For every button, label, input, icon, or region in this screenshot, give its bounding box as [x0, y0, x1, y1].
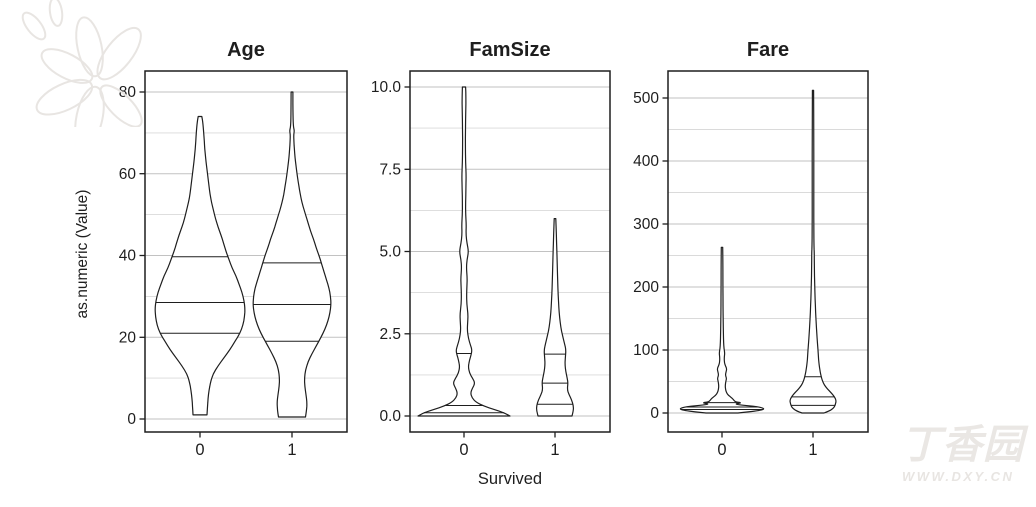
x-tick-label: 1 [808, 441, 817, 459]
y-axis-title: as.numeric (Value) [74, 189, 91, 319]
panel-border [667, 70, 869, 433]
y-tick-label: 10.0 [371, 79, 402, 96]
watermark-logo-text: 丁香园 [901, 423, 1024, 467]
facet-title-age: Age [227, 39, 265, 61]
x-tick-label: 0 [195, 441, 204, 459]
y-tick-label: 80 [119, 84, 137, 101]
y-tick-label: 7.5 [379, 161, 401, 178]
y-tick-label: 300 [633, 216, 659, 233]
x-tick-label: 0 [459, 441, 468, 459]
y-tick-label: 0 [127, 411, 136, 428]
y-tick-label: 40 [119, 248, 137, 265]
facet-title-famsize: FamSize [469, 39, 551, 61]
violin-outline-age-0 [154, 115, 246, 416]
y-tick-label: 200 [633, 279, 659, 296]
violin-outline-age-1 [252, 91, 332, 418]
y-tick-label: 60 [119, 166, 137, 183]
violin-outline-famsize-0 [417, 86, 511, 417]
facet-title-fare: Fare [746, 39, 790, 61]
y-tick-label: 20 [119, 329, 137, 346]
panel-border [144, 70, 348, 433]
y-tick-label: 5.0 [379, 244, 401, 261]
watermark-url-text: WWW.DXY.CN [902, 469, 1015, 484]
y-tick-label: 0.0 [379, 408, 401, 425]
x-tick-label: 0 [717, 441, 726, 459]
y-tick-label: 0 [650, 405, 659, 422]
x-tick-label: 1 [550, 441, 559, 459]
x-tick-label: 1 [287, 441, 296, 459]
x-axis-title: Survived [477, 470, 543, 488]
y-tick-label: 2.5 [379, 326, 401, 343]
y-tick-label: 100 [633, 342, 659, 359]
y-tick-label: 500 [633, 90, 659, 107]
watermark-flower-icon [21, 0, 143, 127]
violin-outline-fare-0 [679, 246, 765, 414]
violin-outline-famsize-1 [535, 218, 575, 417]
y-tick-label: 400 [633, 153, 659, 170]
violin-outline-fare-1 [789, 89, 837, 414]
